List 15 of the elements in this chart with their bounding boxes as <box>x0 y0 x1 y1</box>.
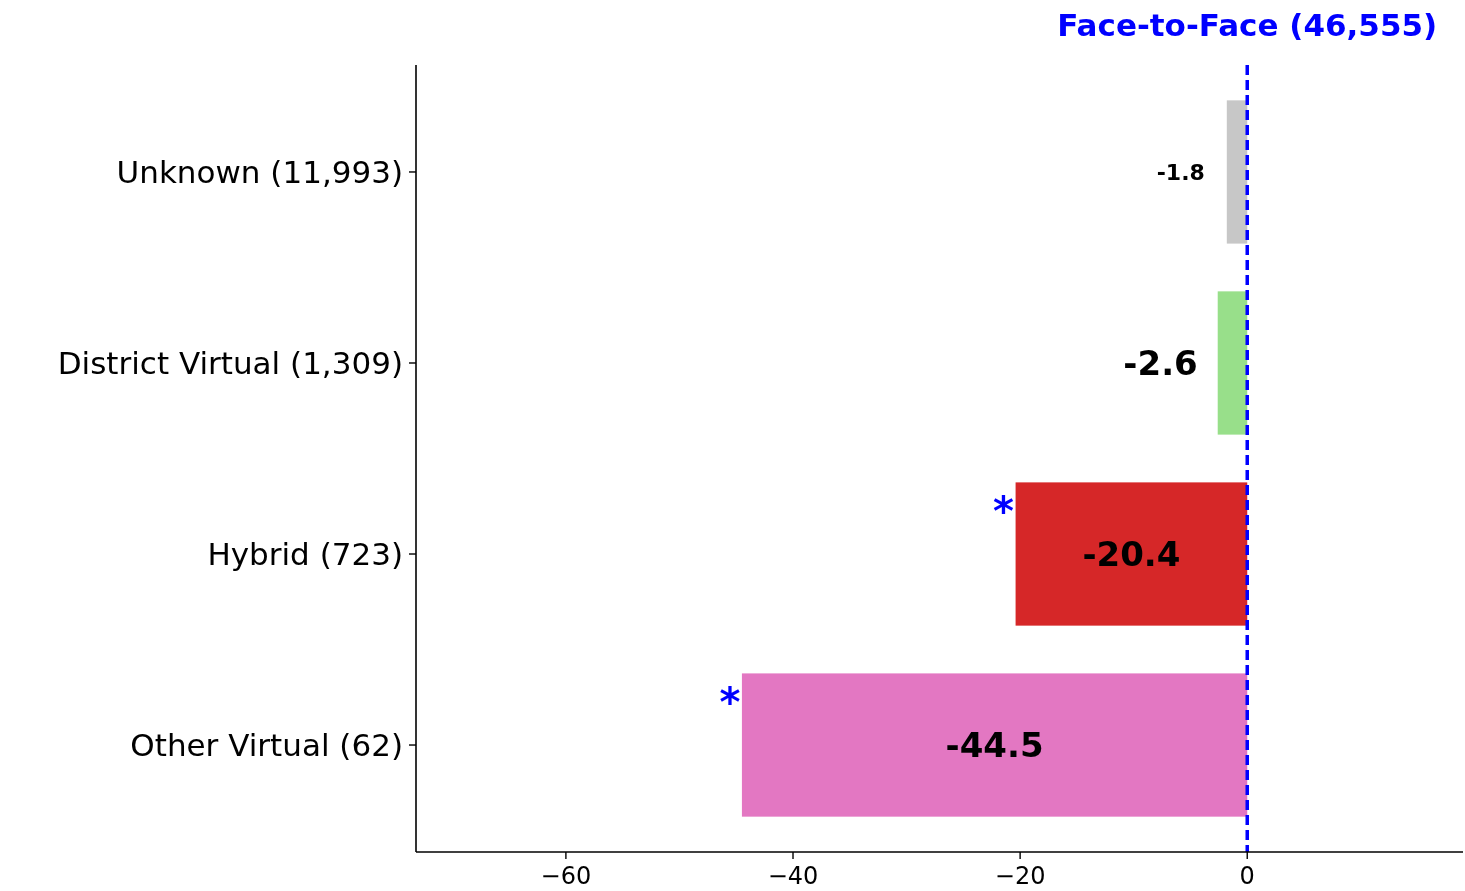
x-tick-label: −40 <box>767 862 819 890</box>
annotation: * <box>719 679 741 726</box>
y-tick-label: Hybrid (723) <box>207 535 403 572</box>
ref-line-label: Face-to-Face (46,555) <box>1057 7 1438 43</box>
data-label: -20.4 <box>1082 533 1181 574</box>
x-tick-label: −60 <box>540 862 592 890</box>
data-label: -44.5 <box>945 724 1044 765</box>
x-tick-label: 0 <box>1239 862 1255 890</box>
y-tick-label: District Virtual (1,309) <box>57 344 403 381</box>
data-label: -1.8 <box>1156 159 1205 185</box>
x-tick-label: −20 <box>994 862 1046 890</box>
data-label: -2.6 <box>1123 342 1198 383</box>
annotation: * <box>993 488 1015 535</box>
y-tick-label: Other Virtual (62) <box>130 726 403 763</box>
y-tick-label: Unknown (11,993) <box>116 153 403 190</box>
